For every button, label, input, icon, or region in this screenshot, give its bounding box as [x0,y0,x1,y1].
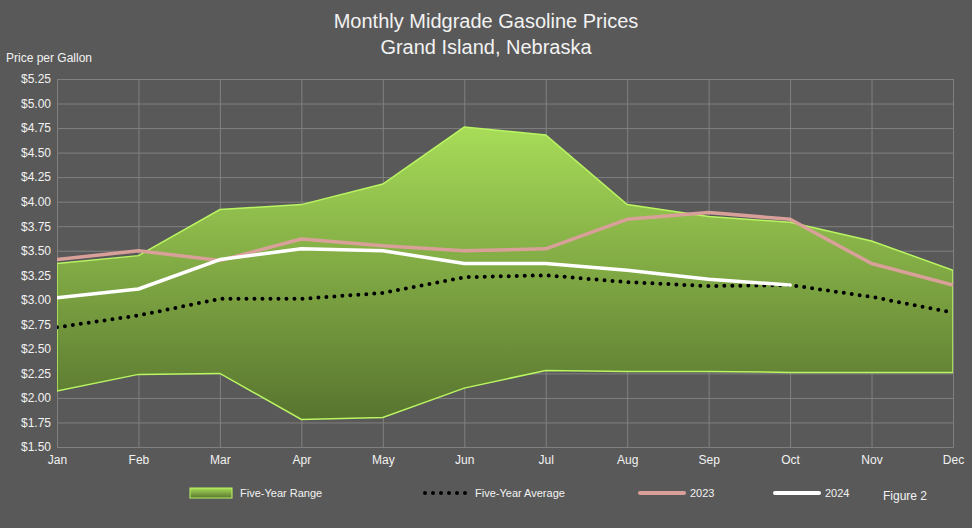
x-tick-label: Apr [293,453,312,467]
y-tick-label: $2.25 [21,367,51,381]
y-tick-label: $3.00 [21,293,51,307]
y-tick-label: $3.25 [21,269,51,283]
grid-line [57,128,953,129]
legend-label: Five-Year Average [475,487,565,499]
y-axis: $1.50 $1.75 $2.00 $2.25 $2.50 $2.75 $3.00 $3.25… [21,72,953,454]
legend-item: 2024 [775,487,849,499]
legend-swatch [425,491,469,495]
y-tick-label: $3.75 [21,220,51,234]
legend-item: 2023 [640,487,714,499]
y-tick-label: $5.00 [21,97,51,111]
x-axis-line [58,79,954,448]
x-tick-label: Feb [129,453,150,467]
x-tick-label: Dec [943,453,964,467]
y-tick: $2.00 [21,391,953,405]
x-tick-label: Jan [48,453,67,467]
series-line [57,249,790,298]
subtitle: Grand Island, Nebraska [380,36,592,58]
annotation: Figure 2 [883,489,927,503]
grid-line [57,79,953,80]
x-axis: Jan Feb Mar Apr May Jun Jul Aug Sep Oct Nov Dec [48,79,964,467]
y-axis-line [58,80,954,448]
y-tick-label: $3.50 [21,244,51,258]
grid-line [57,398,953,399]
y-tick-label: $4.75 [21,121,51,135]
grid-line [57,422,953,423]
y-axis-title: Price per Gallon [6,51,92,65]
x-tick-label: Sep [698,453,720,467]
background [0,0,972,528]
legend-item: Five-Year Range [190,487,322,499]
legend-label: 2023 [690,487,714,499]
legend-swatch [640,491,684,495]
grid-line [953,79,954,447]
legend-label: 2024 [825,487,849,499]
y-tick: $5.25 [21,72,953,86]
legend-label: Five-Year Range [240,487,322,499]
y-tick-label: $4.50 [21,146,51,160]
y-tick-label: $1.75 [21,416,51,430]
x-tick-label: Aug [617,453,638,467]
legend-swatch [190,488,232,498]
x-tick-label: Jun [455,453,474,467]
x-tick-label: Jul [539,453,554,467]
plot-area [57,127,953,419]
y-tick-label: $4.00 [21,195,51,209]
x-tick-label: Nov [861,453,882,467]
range-area [57,127,953,419]
x-tick-label: Mar [210,453,231,467]
y-tick-label: $2.00 [21,391,51,405]
y-tick-label: $2.75 [21,318,51,332]
chart: Monthly Midgrade Gasoline Prices Grand Is… [0,0,972,528]
series-line [57,212,953,285]
y-tick-label: $4.25 [21,170,51,184]
x-tick-label: May [372,453,395,467]
x-tick-label: Oct [781,453,800,467]
title: Monthly Midgrade Gasoline Prices [334,10,639,32]
legend-swatch [775,491,819,495]
y-tick-label: $1.50 [21,440,51,454]
legend: Five-Year Range Five-Year Average 2023 2024 [190,487,849,499]
y-tick-label: $5.25 [21,72,51,86]
series-line [57,275,953,327]
grid-line [57,104,953,105]
y-tick: $5.00 [21,97,953,111]
y-tick: $1.75 [21,416,953,430]
y-tick-label: $2.50 [21,342,51,356]
legend-item: Five-Year Average [425,487,565,499]
